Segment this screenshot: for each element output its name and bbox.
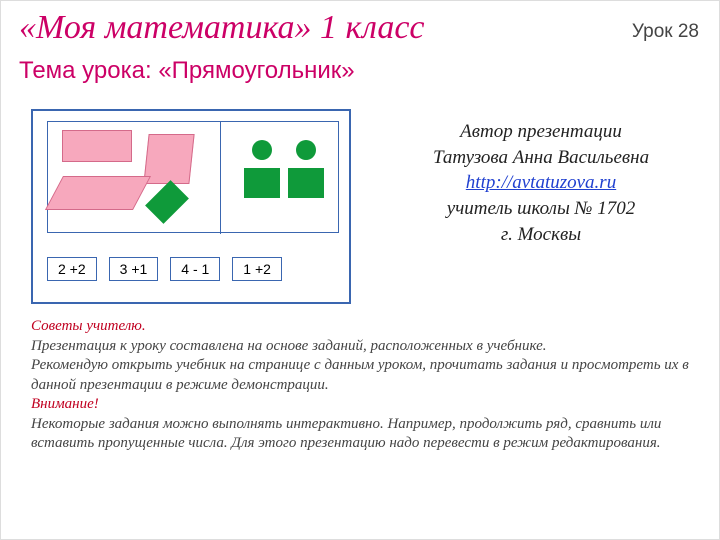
lesson-topic: Тема урока: «Прямоугольник» [19, 57, 355, 85]
pink-rectangle-1 [62, 130, 132, 162]
green-square-1 [244, 168, 280, 198]
shapes-container [47, 121, 339, 233]
tips-text: Некоторые задания можно выполнять интера… [31, 415, 691, 454]
green-rhombus [145, 180, 189, 224]
teacher-tips: Советы учителю. Презентация к уроку сост… [31, 317, 691, 454]
expression-row: 2 +2 3 +1 4 - 1 1 +2 [47, 257, 339, 281]
expression-box: 1 +2 [232, 257, 282, 281]
tips-header-2: Внимание! [31, 395, 691, 415]
expression-box: 2 +2 [47, 257, 97, 281]
tips-header-1: Советы учителю. [31, 317, 691, 337]
figure-panel: 2 +2 3 +1 4 - 1 1 +2 [31, 109, 351, 304]
main-title: «Моя математика» 1 класс [19, 9, 425, 47]
tips-text: Рекомендую открыть учебник на странице с… [31, 356, 691, 395]
author-school: учитель школы № 1702 [401, 196, 681, 222]
green-square-2 [288, 168, 324, 198]
expression-box: 4 - 1 [170, 257, 220, 281]
author-link[interactable]: http://avtatuzova.ru [466, 172, 616, 193]
pink-parallelogram [45, 176, 151, 210]
author-info: Автор презентации Татузова Анна Васильев… [401, 119, 681, 247]
green-circle-1 [252, 140, 272, 160]
author-city: г. Москвы [401, 222, 681, 248]
pink-trapezoid [143, 134, 194, 184]
panel-divider [220, 122, 221, 234]
tips-text: Презентация к уроку составлена на основе… [31, 337, 691, 357]
author-line: Автор презентации [401, 119, 681, 145]
lesson-number: Урок 28 [632, 21, 699, 43]
expression-box: 3 +1 [109, 257, 159, 281]
author-name: Татузова Анна Васильевна [401, 145, 681, 171]
green-circle-2 [296, 140, 316, 160]
